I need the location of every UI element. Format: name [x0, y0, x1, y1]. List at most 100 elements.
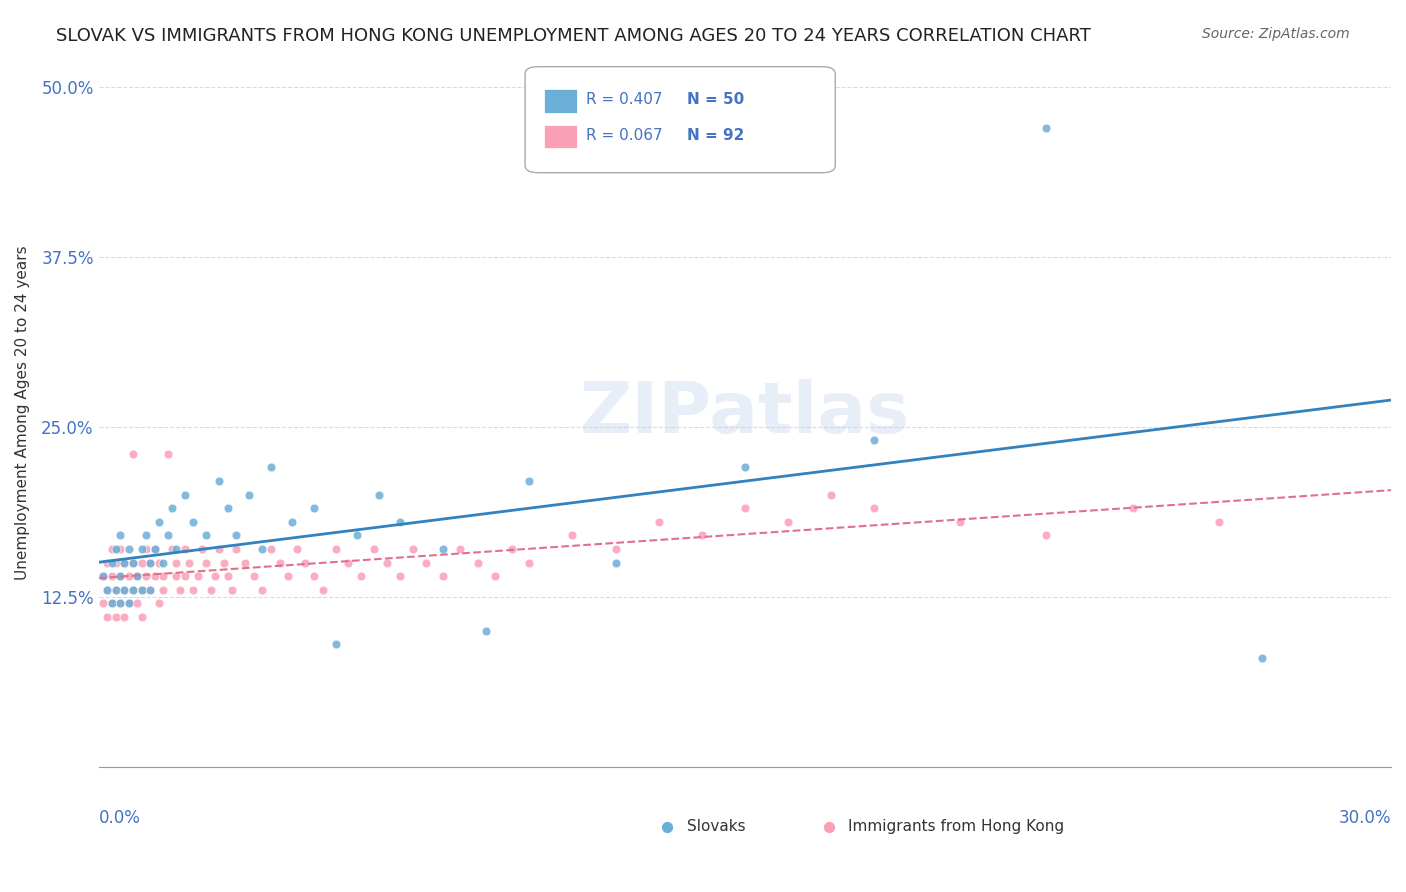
- Point: [143, 541, 166, 556]
- Text: ZIPatlas: ZIPatlas: [579, 378, 910, 448]
- Point: [820, 488, 842, 502]
- Point: [187, 569, 209, 583]
- Point: [212, 556, 235, 570]
- Point: [100, 596, 122, 610]
- Point: [690, 528, 713, 542]
- Point: [104, 610, 127, 624]
- Point: [294, 556, 316, 570]
- Point: [122, 447, 145, 461]
- Text: SLOVAK VS IMMIGRANTS FROM HONG KONG UNEMPLOYMENT AMONG AGES 20 TO 24 YEARS CORRE: SLOVAK VS IMMIGRANTS FROM HONG KONG UNEM…: [56, 27, 1091, 45]
- Point: [165, 569, 187, 583]
- Point: [647, 515, 669, 529]
- Y-axis label: Unemployment Among Ages 20 to 24 years: Unemployment Among Ages 20 to 24 years: [15, 246, 30, 581]
- Point: [238, 488, 260, 502]
- Text: 0.0%: 0.0%: [98, 809, 141, 827]
- Point: [734, 460, 756, 475]
- Point: [225, 528, 247, 542]
- Point: [152, 569, 174, 583]
- Point: [100, 541, 122, 556]
- Point: [302, 569, 325, 583]
- Point: [139, 556, 162, 570]
- Point: [127, 569, 149, 583]
- Point: [501, 541, 523, 556]
- Point: [114, 556, 136, 570]
- Point: [91, 596, 114, 610]
- Point: [467, 556, 489, 570]
- Point: [389, 515, 412, 529]
- Point: [91, 569, 114, 583]
- Point: [281, 515, 304, 529]
- Point: [135, 541, 157, 556]
- Point: [139, 582, 162, 597]
- Point: [143, 541, 166, 556]
- Point: [96, 556, 118, 570]
- Point: [561, 528, 583, 542]
- Text: Slovaks: Slovaks: [686, 819, 745, 834]
- Text: Source: ZipAtlas.com: Source: ZipAtlas.com: [1202, 27, 1350, 41]
- Point: [108, 528, 131, 542]
- Point: [152, 556, 174, 570]
- Text: N = 92: N = 92: [686, 128, 744, 143]
- Point: [118, 596, 141, 610]
- Point: [100, 556, 122, 570]
- Point: [302, 501, 325, 516]
- Point: [104, 582, 127, 597]
- Point: [148, 515, 170, 529]
- Point: [165, 556, 187, 570]
- Point: [173, 488, 195, 502]
- Point: [949, 515, 972, 529]
- Point: [415, 556, 437, 570]
- Point: [127, 569, 149, 583]
- Point: [233, 556, 256, 570]
- Point: [118, 596, 141, 610]
- Point: [200, 582, 222, 597]
- Text: R = 0.067: R = 0.067: [586, 128, 662, 143]
- Point: [108, 596, 131, 610]
- Point: [122, 582, 145, 597]
- Point: [260, 460, 283, 475]
- Point: [605, 541, 627, 556]
- Point: [114, 582, 136, 597]
- Point: [135, 528, 157, 542]
- Point: [337, 556, 360, 570]
- Point: [734, 501, 756, 516]
- Point: [484, 569, 506, 583]
- Point: [96, 582, 118, 597]
- Point: [475, 624, 498, 638]
- Point: [131, 541, 153, 556]
- Point: [139, 556, 162, 570]
- Point: [252, 582, 274, 597]
- Text: Immigrants from Hong Kong: Immigrants from Hong Kong: [848, 819, 1064, 834]
- Point: [277, 569, 299, 583]
- Point: [1208, 515, 1230, 529]
- Point: [148, 596, 170, 610]
- FancyBboxPatch shape: [524, 67, 835, 173]
- Point: [118, 541, 141, 556]
- Point: [269, 556, 291, 570]
- Point: [217, 569, 239, 583]
- Text: N = 50: N = 50: [686, 93, 744, 107]
- Point: [375, 556, 398, 570]
- Point: [225, 541, 247, 556]
- Point: [127, 596, 149, 610]
- Point: [183, 515, 205, 529]
- Point: [285, 541, 308, 556]
- Point: [325, 637, 347, 651]
- Point: [165, 541, 187, 556]
- Point: [108, 569, 131, 583]
- FancyBboxPatch shape: [544, 125, 576, 148]
- Point: [139, 582, 162, 597]
- Point: [108, 541, 131, 556]
- Point: [156, 528, 179, 542]
- Point: [143, 569, 166, 583]
- Point: [108, 569, 131, 583]
- Point: [402, 541, 425, 556]
- Point: [1250, 650, 1272, 665]
- Point: [135, 569, 157, 583]
- Point: [776, 515, 799, 529]
- Point: [148, 556, 170, 570]
- Point: [191, 541, 214, 556]
- Point: [131, 610, 153, 624]
- Point: [91, 569, 114, 583]
- Point: [131, 582, 153, 597]
